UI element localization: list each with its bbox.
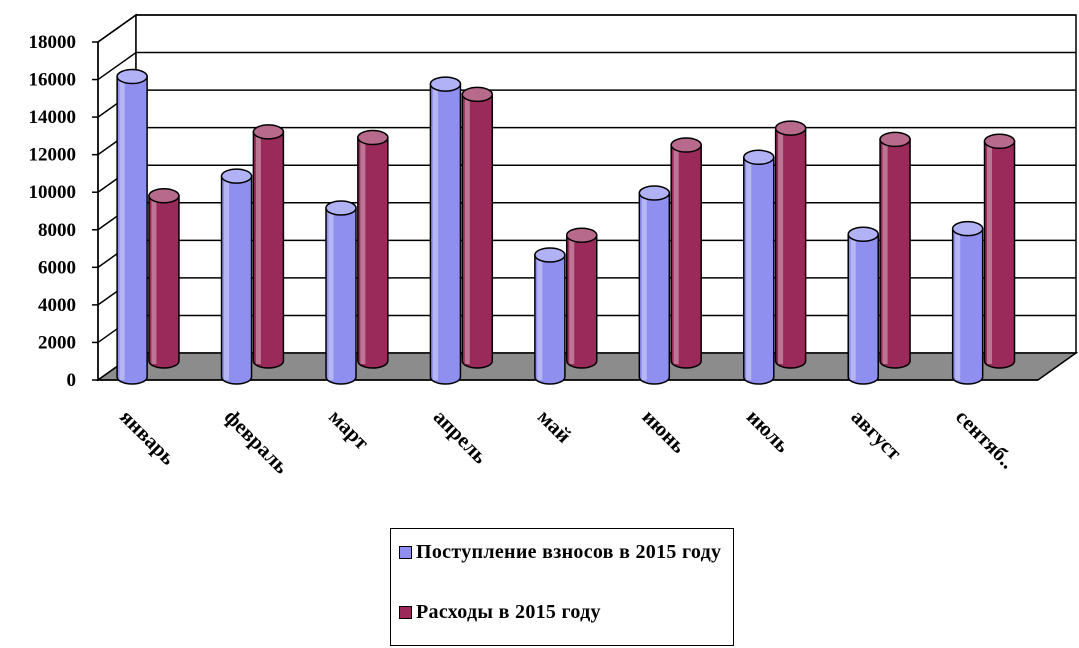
x-tick-label: январь: [115, 405, 180, 470]
bar-income: [429, 76, 462, 385]
bar-top: [325, 200, 357, 216]
bar-expense: [983, 133, 1016, 369]
bar-body: [951, 227, 984, 385]
legend-swatch-income: [399, 546, 412, 559]
back-wall: [135, 14, 1077, 354]
bar-body: [743, 156, 775, 385]
bar-top: [670, 137, 702, 153]
bar-top: [429, 76, 462, 92]
bar-top: [220, 168, 253, 184]
bar-income: [638, 185, 671, 385]
y-tick-label: 18000: [29, 32, 77, 53]
bar-expense: [774, 120, 807, 369]
bar-top: [565, 227, 598, 243]
bar-body: [148, 195, 180, 369]
bar-income: [743, 149, 775, 385]
y-tick-label: 16000: [29, 70, 77, 91]
y-tick-label: 2000: [38, 332, 76, 353]
y-axis-ticks: 0 2000 4000 6000 8000 10000 12000 14000 16000 180…: [29, 32, 1038, 391]
bars: [116, 68, 1016, 385]
y-tick-label: 4000: [38, 295, 76, 316]
bar-income: [951, 220, 984, 385]
x-tick-label: август: [846, 405, 906, 465]
bar-income: [116, 68, 148, 385]
plot-walls: [95, 13, 1079, 382]
bar-expense: [879, 131, 911, 369]
bar-top: [357, 129, 389, 146]
y-tick-label: 0: [67, 370, 77, 391]
bar-expense: [357, 129, 389, 369]
x-tick-label: май: [533, 405, 576, 448]
bar-body: [534, 254, 566, 385]
x-tick-label: март: [324, 405, 374, 455]
bar-income: [325, 200, 357, 385]
bar-body: [879, 138, 911, 369]
bar-expense: [461, 86, 494, 369]
legend: Поступление взносов в 2015 году Расходы …: [390, 528, 734, 646]
bar-top: [252, 124, 285, 140]
bar-top: [116, 68, 148, 85]
x-tick-label: апрель: [429, 405, 493, 469]
x-tick-label: июль: [742, 405, 795, 458]
y-tick-label: 6000: [38, 257, 76, 278]
bar-expense: [670, 137, 702, 369]
y-tick-label: 12000: [29, 145, 77, 166]
bar-top: [951, 220, 984, 237]
bar-top: [534, 247, 566, 263]
legend-swatch-expense: [399, 606, 412, 619]
bar-expense: [565, 227, 598, 369]
x-tick-label: июнь: [638, 405, 691, 458]
bar-expense: [252, 124, 285, 369]
bar-top: [148, 188, 180, 204]
bar-top: [847, 226, 879, 243]
x-axis-labels: январь февраль март апрель май июнь июль август…: [115, 405, 1019, 479]
bar-body: [461, 93, 494, 369]
y-tick-label: 10000: [29, 182, 77, 203]
bar-body: [670, 144, 702, 369]
legend-item-income: Поступление взносов в 2015 году: [399, 539, 726, 565]
x-tick-label: сентяб..: [951, 405, 1020, 474]
gridline-side: [97, 51, 137, 81]
x-tick-label: февраль: [220, 405, 294, 479]
bar-top: [461, 86, 494, 103]
bar-top: [638, 185, 671, 201]
bar-income: [847, 226, 879, 385]
y-tick-label: 8000: [38, 220, 76, 241]
bar-top: [983, 133, 1016, 150]
legend-label-income: Поступление взносов в 2015 году: [416, 541, 722, 563]
bar-top: [774, 120, 807, 136]
bar-top: [879, 131, 911, 148]
bar-expense: [148, 188, 180, 369]
bar-top: [743, 149, 775, 166]
bar-income: [220, 168, 253, 385]
legend-item-expense: Расходы в 2015 году: [399, 599, 726, 625]
bar-body: [220, 175, 253, 385]
gridline-side: [97, 14, 137, 43]
bar-income: [534, 247, 566, 385]
legend-label-expense: Расходы в 2015 году: [416, 601, 601, 623]
y-tick-label: 14000: [29, 107, 77, 128]
